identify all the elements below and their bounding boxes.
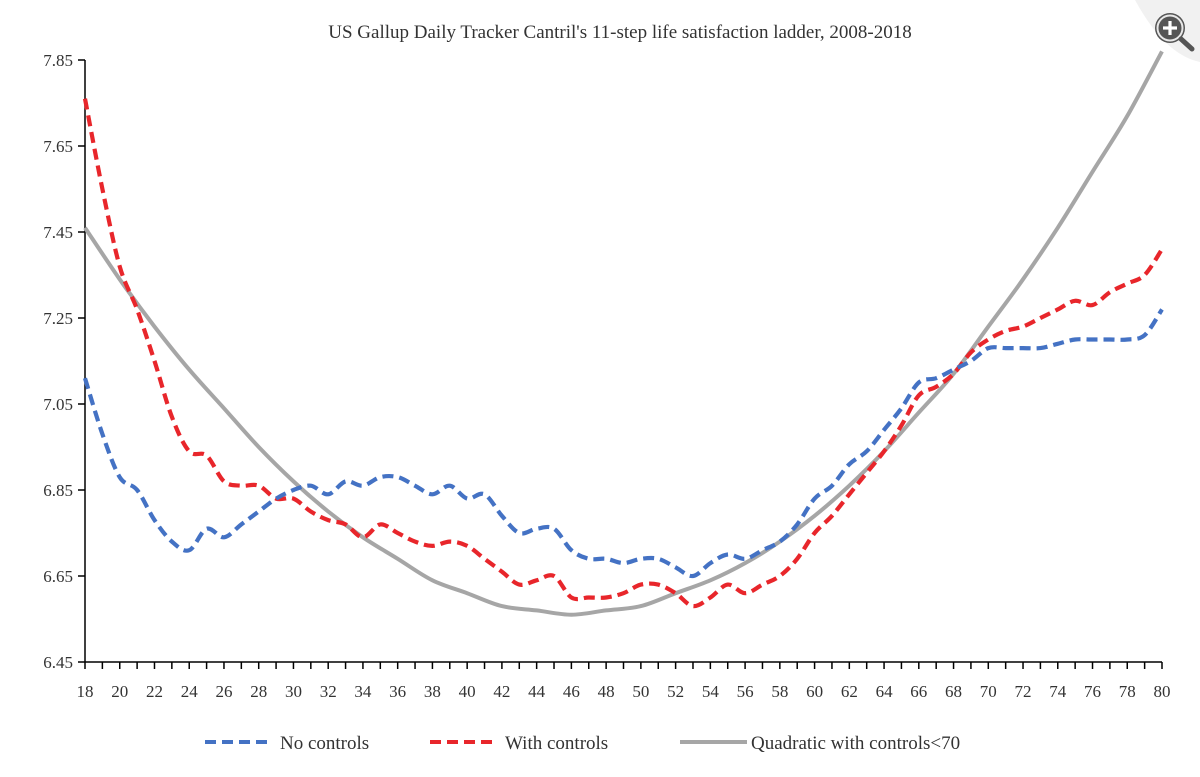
series-no-controls-line	[85, 309, 1162, 576]
x-tick-label: 34	[354, 682, 372, 701]
x-tick-label: 58	[771, 682, 788, 701]
x-tick-label: 18	[77, 682, 94, 701]
x-tick-label: 44	[528, 682, 546, 701]
x-tick-label: 48	[598, 682, 615, 701]
y-axis-ticks: 7.85 7.65 7.45 7.25 7.05 6.85 6.65 6.45	[43, 51, 85, 672]
x-tick-label: 68	[945, 682, 962, 701]
y-tick-label: 7.25	[43, 309, 73, 328]
x-tick-label: 24	[181, 682, 199, 701]
x-tick-label: 62	[841, 682, 858, 701]
life-satisfaction-chart: US Gallup Daily Tracker Cantril's 11-ste…	[0, 0, 1200, 777]
x-tick-label: 72	[1015, 682, 1032, 701]
x-tick-label: 52	[667, 682, 684, 701]
legend-with-controls-label: With controls	[505, 733, 608, 754]
y-tick-label: 7.65	[43, 137, 73, 156]
y-tick-label: 6.85	[43, 481, 73, 500]
zoom-button[interactable]	[1135, 0, 1200, 62]
x-tick-label: 26	[215, 682, 232, 701]
x-axis-ticks: 18 20 22 24 26 28 30 32 34 36 38 40 42 44 46 48 50 52 54 56…	[77, 662, 1171, 701]
y-tick-label: 6.45	[43, 653, 73, 672]
plot-lines	[85, 51, 1162, 614]
legend-no-controls-label: No controls	[280, 733, 369, 754]
x-tick-label: 38	[424, 682, 441, 701]
x-tick-label: 64	[876, 682, 894, 701]
x-tick-label: 80	[1154, 682, 1171, 701]
x-tick-label: 40	[459, 682, 476, 701]
x-tick-label: 36	[389, 682, 406, 701]
x-tick-label: 30	[285, 682, 302, 701]
x-tick-label: 22	[146, 682, 163, 701]
x-tick-label: 70	[980, 682, 997, 701]
y-tick-label: 6.65	[43, 567, 73, 586]
x-tick-label: 46	[563, 682, 580, 701]
x-tick-label: 60	[806, 682, 823, 701]
series-with-controls-line	[85, 99, 1162, 606]
axes	[85, 60, 1162, 662]
y-tick-label: 7.45	[43, 223, 73, 242]
legend-quadratic-label: Quadratic with controls<70	[751, 733, 960, 754]
y-tick-label: 7.05	[43, 395, 73, 414]
x-tick-label: 66	[910, 682, 927, 701]
x-tick-label: 76	[1084, 682, 1101, 701]
x-tick-label: 74	[1049, 682, 1067, 701]
x-tick-label: 54	[702, 682, 720, 701]
y-tick-label: 7.85	[43, 51, 73, 70]
x-tick-label: 32	[320, 682, 337, 701]
legend: No controls With controls Quadratic with c…	[205, 733, 960, 754]
x-tick-label: 28	[250, 682, 267, 701]
x-tick-label: 78	[1119, 682, 1136, 701]
x-tick-label: 56	[737, 682, 754, 701]
x-tick-label: 50	[632, 682, 649, 701]
x-tick-label: 20	[111, 682, 128, 701]
chart-title: US Gallup Daily Tracker Cantril's 11-ste…	[328, 22, 911, 43]
x-tick-label: 42	[493, 682, 510, 701]
